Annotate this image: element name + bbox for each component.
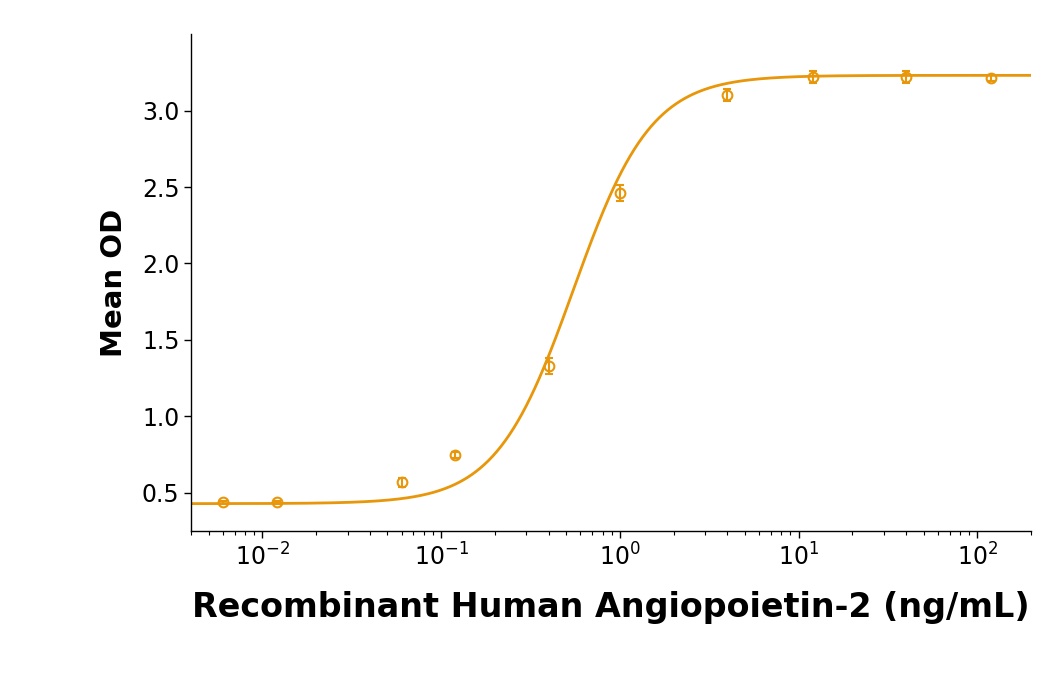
X-axis label: Recombinant Human Angiopoietin-2 (ng/mL): Recombinant Human Angiopoietin-2 (ng/mL) xyxy=(192,591,1030,624)
Y-axis label: Mean OD: Mean OD xyxy=(100,208,128,357)
